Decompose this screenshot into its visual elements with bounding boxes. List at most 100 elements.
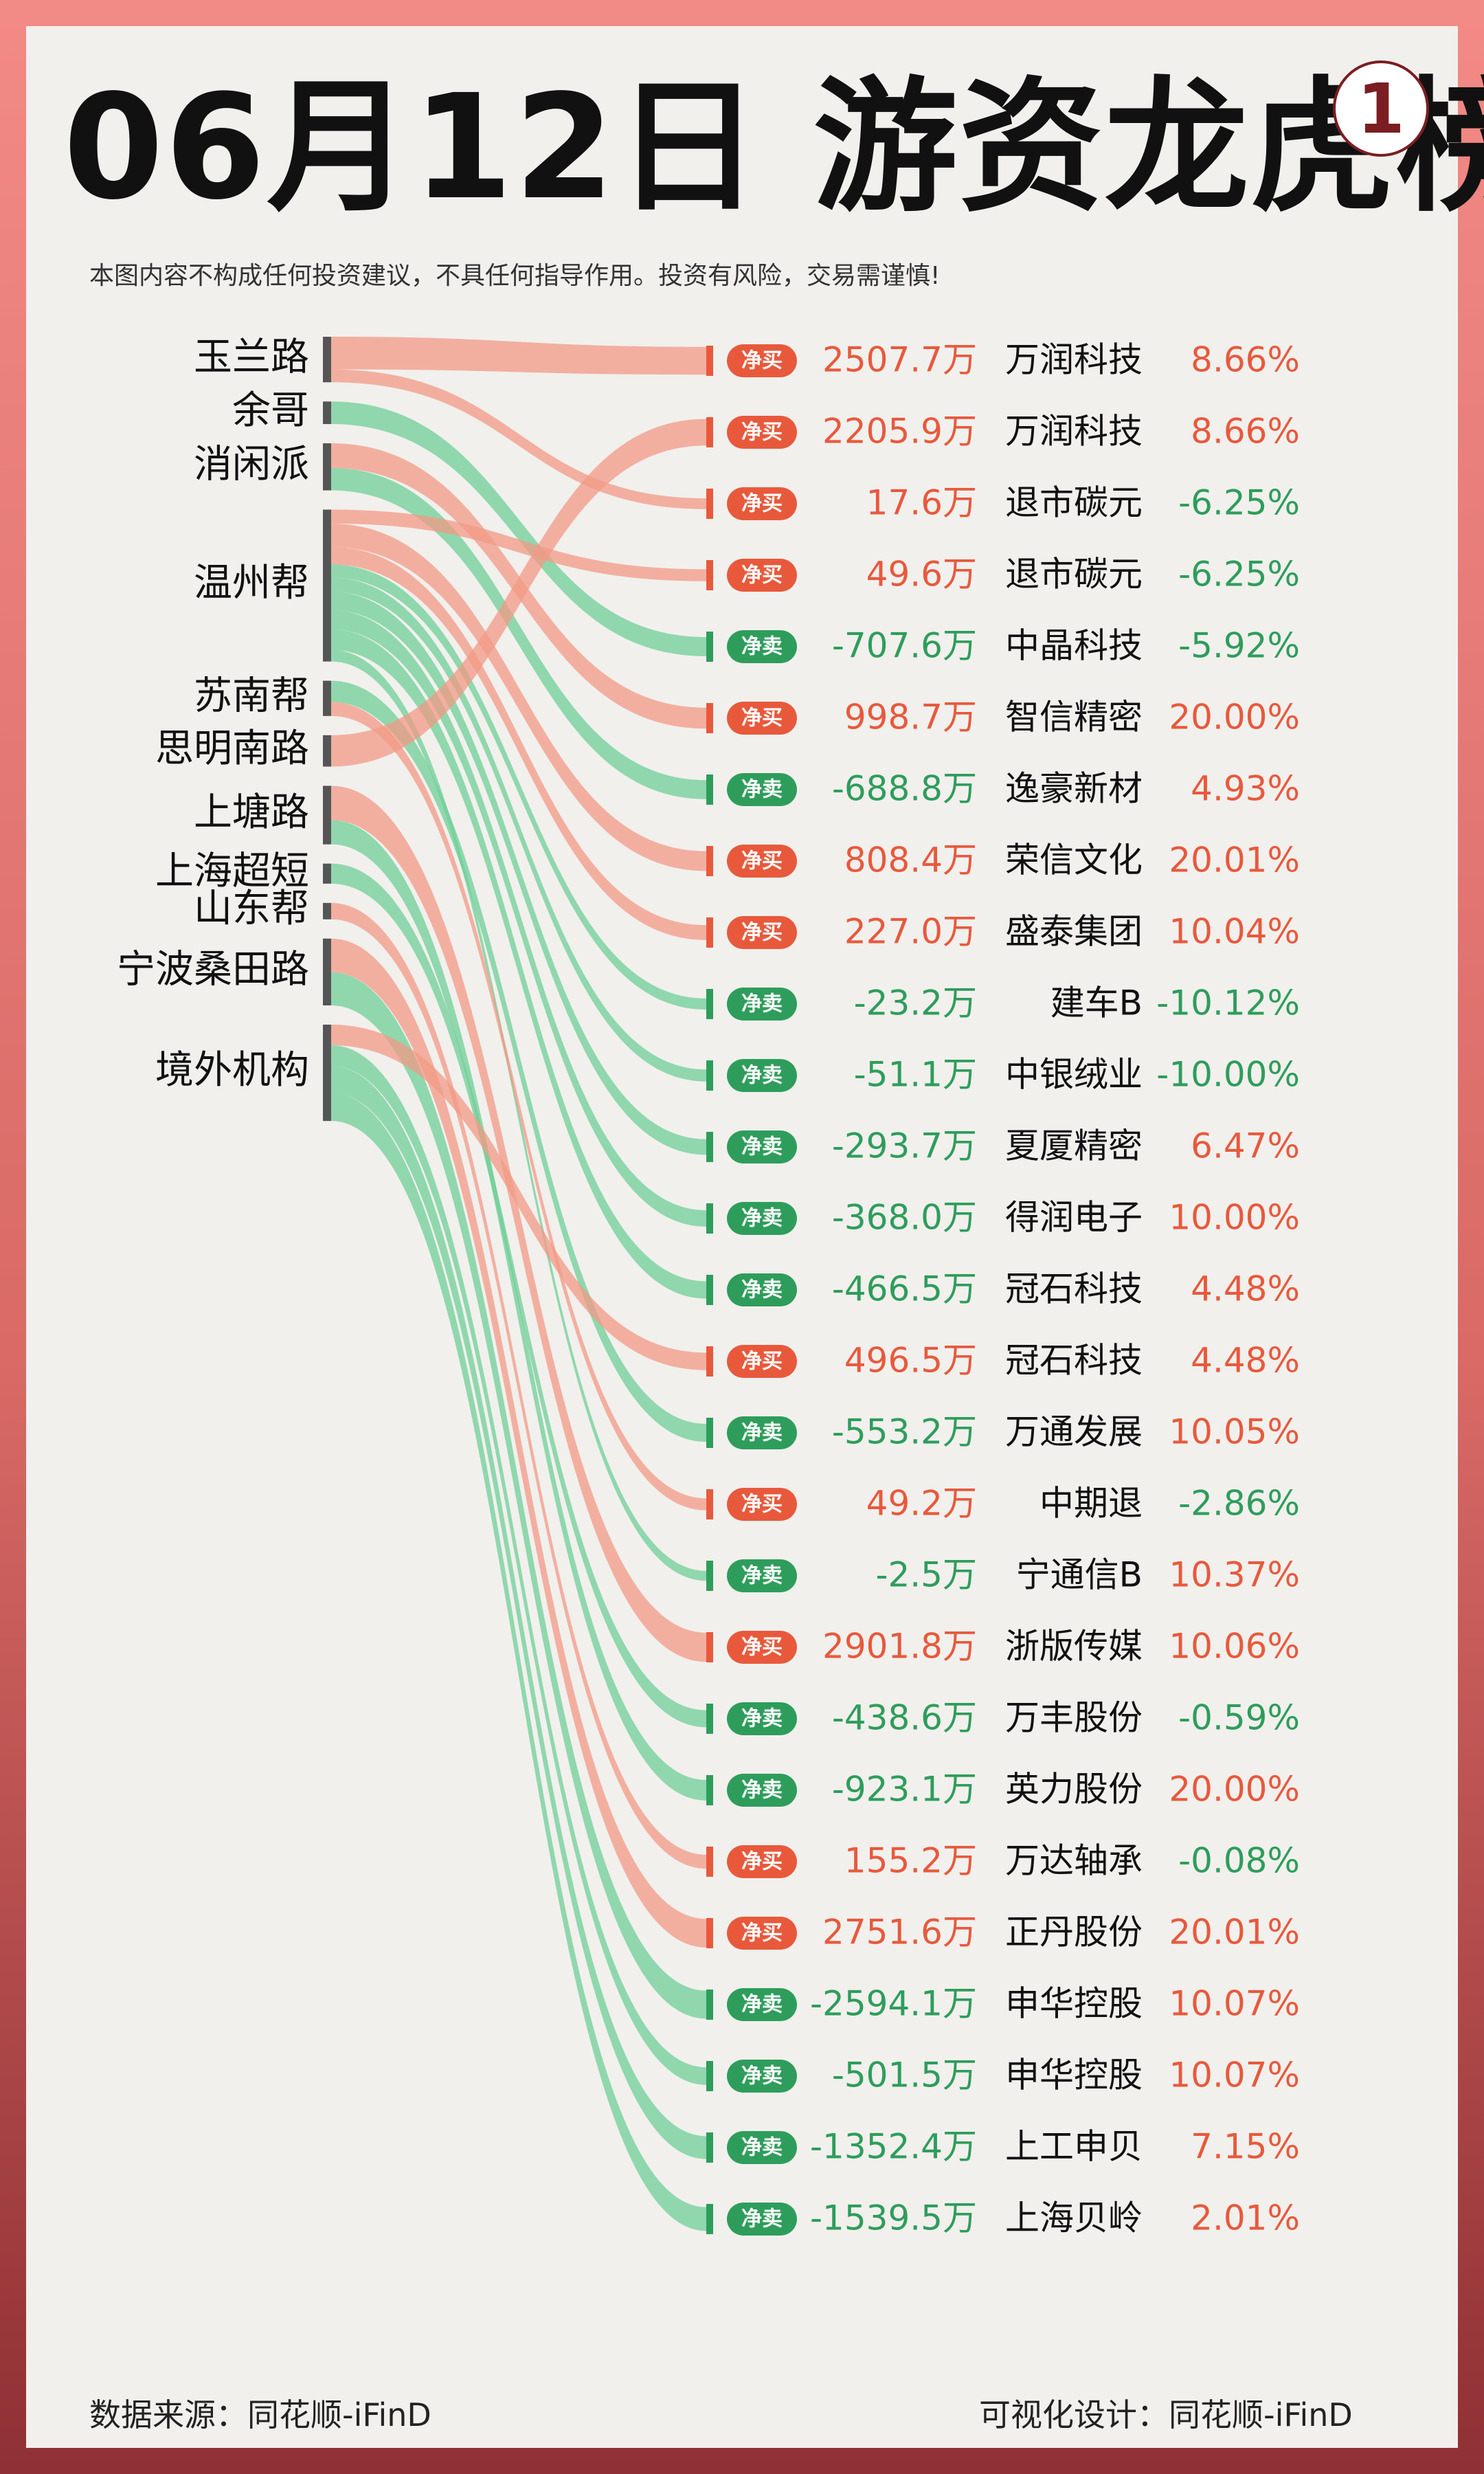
action-pill (727, 916, 797, 949)
source-label: 余哥 (232, 388, 309, 433)
amount-label: -2.5万 (875, 1555, 977, 1595)
source-label: 苏南帮 (194, 673, 309, 718)
action-label: 净买 (741, 706, 783, 731)
change-pct: -10.00% (1156, 1055, 1300, 1095)
action-pill (727, 773, 797, 806)
action-label: 净买 (741, 1921, 783, 1946)
action-label: 净买 (741, 1636, 783, 1660)
source-bar (323, 863, 331, 884)
change-pct: 6.47% (1191, 1126, 1300, 1166)
change-pct: 8.66% (1191, 412, 1300, 452)
target-bar (706, 1704, 713, 1734)
target-bar (706, 1132, 713, 1162)
amount-label: 2901.8万 (822, 1627, 977, 1667)
stock-name: 万达轴承 (1005, 1841, 1143, 1881)
target-row: 净卖 -2.5万 宁通信B 10.37% (706, 1555, 1300, 1595)
action-label: 净卖 (741, 1993, 783, 2017)
action-label: 净卖 (741, 1707, 783, 1731)
source-bar (323, 938, 331, 1005)
target-row: 净买 49.2万 中期退 -2.86% (706, 1484, 1300, 1524)
target-bar (706, 1561, 713, 1591)
amount-label: -438.6万 (832, 1698, 977, 1738)
action-pill (727, 1059, 797, 1092)
target-row: 净卖 -293.7万 夏厦精密 6.47% (706, 1126, 1300, 1166)
action-pill (727, 1559, 797, 1592)
stock-name: 万丰股份 (1005, 1698, 1143, 1738)
action-pill (727, 630, 797, 663)
amount-label: 49.2万 (866, 1484, 977, 1524)
target-bar (706, 2204, 713, 2234)
source-bar (323, 337, 331, 383)
target-bar (706, 346, 713, 376)
source-bar (323, 735, 331, 767)
target-row: 净买 2507.7万 万润科技 8.66% (706, 340, 1300, 380)
target-bar (706, 1990, 713, 2020)
source-label: 思明南路 (155, 726, 309, 771)
action-label: 净买 (741, 564, 783, 588)
amount-label: -1539.5万 (810, 2198, 977, 2238)
action-pill (727, 416, 797, 449)
target-bar (706, 1847, 713, 1877)
stock-name: 冠石科技 (1005, 1341, 1143, 1381)
action-pill (727, 1988, 797, 2021)
action-pill (727, 1273, 797, 1306)
action-pill (727, 2203, 797, 2236)
stock-name: 退市碳元 (1005, 483, 1143, 523)
action-label: 净卖 (741, 1207, 783, 1231)
flow-band (331, 592, 706, 1155)
source-label: 玉兰路 (194, 335, 309, 379)
flow-band (331, 785, 706, 1662)
flow-layer (331, 337, 706, 2231)
amount-label: -23.2万 (854, 983, 977, 1023)
target-bar (706, 632, 713, 662)
action-pill (727, 1845, 797, 1878)
action-label: 净买 (741, 349, 783, 373)
flow-band (331, 337, 706, 375)
source-label: 山东帮 (194, 887, 309, 931)
stock-name: 宁通信B (1016, 1555, 1143, 1595)
action-label: 净卖 (741, 1135, 783, 1159)
target-bar (706, 989, 713, 1019)
change-pct: 10.07% (1169, 2055, 1300, 2095)
target-bar (706, 1775, 713, 1805)
flow-band (331, 902, 706, 1869)
target-bar (706, 846, 713, 876)
flow-band (331, 546, 706, 940)
flow-band (331, 629, 706, 1299)
source-label: 宁波桑田路 (117, 948, 309, 992)
action-label: 净卖 (741, 778, 783, 802)
stock-name: 退市碳元 (1005, 555, 1143, 594)
stock-name: 万润科技 (1005, 412, 1143, 452)
flow-band (331, 1093, 706, 2231)
action-label: 净卖 (741, 2136, 783, 2160)
change-pct: -5.92% (1178, 626, 1300, 666)
change-pct: 8.66% (1191, 340, 1300, 380)
action-pill (727, 702, 797, 735)
action-label: 净卖 (741, 1421, 783, 1445)
amount-label: -466.5万 (832, 1269, 977, 1309)
action-label: 净卖 (741, 1064, 783, 1088)
target-bar (706, 1489, 713, 1519)
stock-name: 正丹股份 (1005, 1913, 1143, 1952)
change-pct: -0.08% (1178, 1841, 1300, 1881)
action-label: 净卖 (741, 1564, 783, 1588)
target-bar (706, 2061, 713, 2091)
target-row: 净买 496.5万 冠石科技 4.48% (706, 1341, 1300, 1381)
action-label: 净买 (741, 1350, 783, 1374)
amount-label: -707.6万 (832, 626, 977, 666)
amount-label: 227.0万 (844, 912, 977, 952)
action-label: 净买 (741, 1493, 783, 1517)
change-pct: 20.01% (1169, 840, 1300, 880)
amount-label: -553.2万 (832, 1412, 977, 1452)
flow-band (331, 524, 706, 871)
action-label: 净卖 (741, 1779, 783, 1803)
amount-label: 998.7万 (844, 698, 977, 737)
target-row: 净卖 -688.8万 逸豪新材 4.93% (706, 769, 1300, 809)
target-bar (706, 2132, 713, 2163)
amount-label: -293.7万 (832, 1126, 977, 1166)
change-pct: 20.01% (1169, 1913, 1300, 1952)
amount-label: 2507.7万 (822, 340, 977, 380)
change-pct: 4.93% (1191, 769, 1300, 809)
change-pct: 10.00% (1169, 1198, 1300, 1238)
change-pct: 20.00% (1169, 1770, 1300, 1809)
